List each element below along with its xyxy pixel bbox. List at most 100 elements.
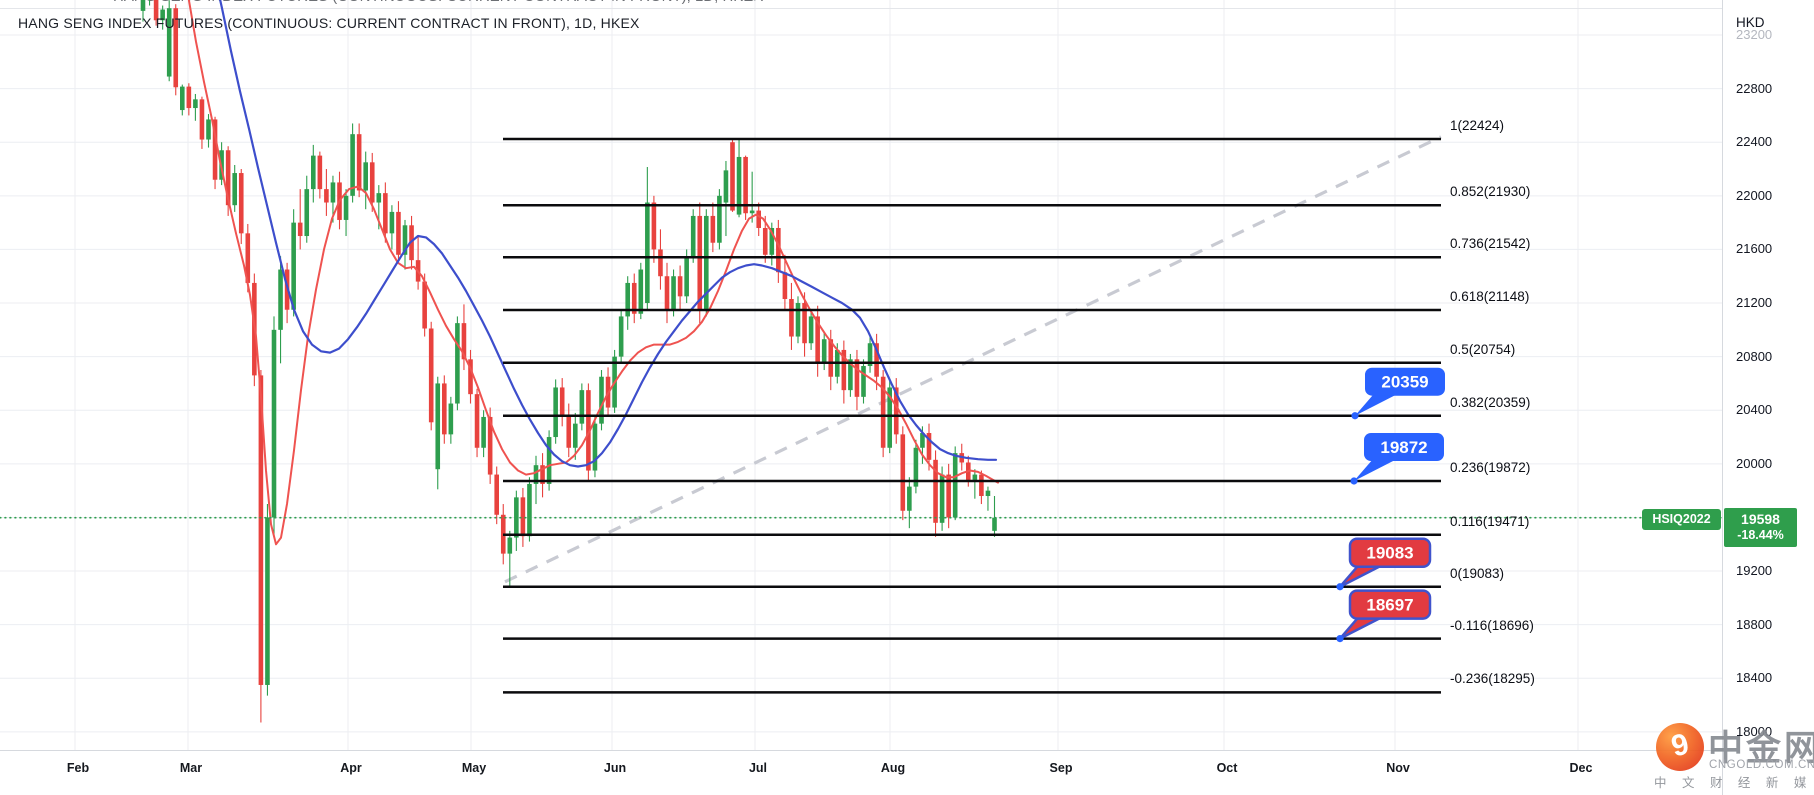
candle-up xyxy=(671,276,676,310)
candle-up xyxy=(618,316,624,357)
candle-up xyxy=(330,182,336,203)
candle-up xyxy=(389,211,395,234)
candle-up xyxy=(278,269,283,330)
time-axis-month-label: Jul xyxy=(748,761,768,775)
candle-up xyxy=(749,210,755,214)
candle-up xyxy=(271,329,277,518)
time-axis-month-label: Jun xyxy=(603,761,627,775)
callout-price-text: 18697 xyxy=(1366,596,1413,615)
candle-up xyxy=(291,222,296,310)
candle-down xyxy=(494,474,499,515)
price-callout[interactable]: 18697 xyxy=(1336,589,1432,643)
candle-down xyxy=(841,349,847,391)
fib-level-label: -0.236(18295) xyxy=(1450,671,1535,687)
candle-up xyxy=(861,366,866,397)
candle-down xyxy=(710,215,716,243)
callout-anchor-dot[interactable] xyxy=(1336,634,1344,643)
watermark-site-name: 中金网 xyxy=(1708,729,1814,768)
candlestick-chart-canvas[interactable]: 20359 19872 19083 18697 xyxy=(0,0,1722,795)
candle-down xyxy=(743,156,748,214)
candle-down xyxy=(658,249,663,277)
candle-down xyxy=(520,497,526,537)
time-axis-month-label: Feb xyxy=(66,761,90,775)
candle-down xyxy=(474,394,480,448)
ma-fast-line xyxy=(187,0,999,546)
fib-level-label: 0.5(20754) xyxy=(1450,341,1516,357)
candle-down xyxy=(428,328,434,423)
candle-down xyxy=(893,387,899,435)
candle-up xyxy=(913,447,919,487)
candle-up xyxy=(638,269,644,314)
candle-down xyxy=(926,433,932,460)
candle-up xyxy=(939,474,945,523)
candle-down xyxy=(153,0,159,21)
candle-up xyxy=(867,343,873,367)
fib-trendline[interactable] xyxy=(504,135,1442,584)
candle-down xyxy=(651,202,657,250)
symbol-badge: HSIQ2022 xyxy=(1642,509,1721,530)
time-axis-month-label: May xyxy=(461,761,487,775)
candle-up xyxy=(265,517,270,685)
callout-anchor-dot[interactable] xyxy=(1336,583,1344,591)
candle-down xyxy=(631,282,637,314)
candle-up xyxy=(350,134,355,196)
price-axis-label: 18000 xyxy=(1736,723,1773,739)
price-callout[interactable]: 19872 xyxy=(1350,432,1444,485)
candle-up xyxy=(507,537,513,554)
candle-up xyxy=(435,383,441,470)
candle-down xyxy=(854,359,860,397)
price-axis-label: 18800 xyxy=(1736,616,1773,632)
price-callout[interactable]: 19083 xyxy=(1336,537,1432,591)
candle-down xyxy=(199,99,205,140)
candle-up xyxy=(363,162,368,191)
chart-title: HANG SENG INDEX FUTURES (CONTINUOUS: CUR… xyxy=(18,15,640,31)
time-axis-month-label: Nov xyxy=(1386,761,1410,775)
candle-up xyxy=(527,483,532,537)
currency-label: HKD xyxy=(1736,15,1765,30)
callout-anchor-dot[interactable] xyxy=(1351,412,1359,420)
price-axis-label: 22000 xyxy=(1736,187,1773,203)
price-axis-label: 23200 xyxy=(1736,27,1773,42)
candle-up xyxy=(343,195,349,220)
candle-up xyxy=(821,339,827,364)
candle-up xyxy=(232,173,237,206)
candle-up xyxy=(376,193,382,203)
candle-down xyxy=(245,233,251,283)
fib-level-label: 0.382(20359) xyxy=(1450,394,1531,410)
price-callout[interactable]: 20359 xyxy=(1351,367,1445,420)
candle-down xyxy=(677,276,683,297)
candle-up xyxy=(985,490,991,497)
callout-anchor-dot[interactable] xyxy=(1350,477,1358,485)
fib-level-label: 0.852(21930) xyxy=(1450,184,1531,200)
price-axis-label: 18400 xyxy=(1736,670,1773,686)
candle-down xyxy=(933,459,938,523)
callout-price-text: 19872 xyxy=(1380,438,1427,457)
price-axis-label: 22800 xyxy=(1736,80,1773,96)
candle-down xyxy=(789,299,794,337)
candle-up xyxy=(481,416,486,448)
watermark-domain: CNGOLD.COM.CN xyxy=(1709,759,1814,771)
candle-down xyxy=(238,173,244,234)
candle-up xyxy=(304,189,310,237)
candle-down xyxy=(369,162,375,203)
candle-down xyxy=(487,416,493,475)
price-axis-label: 22400 xyxy=(1736,134,1773,150)
price-axis[interactable]: HKD 23200 22800 22400 22000 21600 21200 20800 2… xyxy=(1722,0,1814,795)
price-axis-label: 19200 xyxy=(1736,563,1773,579)
candle-up xyxy=(769,227,775,255)
time-axis[interactable]: Feb Mar Apr May Jun Jul Aug Sep Oct Nov Dec xyxy=(0,750,1722,795)
candle-down xyxy=(173,8,179,88)
clipped-header-text: HANG SENG INDEX FUTURES (CONTINUOUS: CUR… xyxy=(113,0,793,6)
candle-down xyxy=(422,281,427,329)
candle-down xyxy=(468,359,473,395)
candle-down xyxy=(356,134,362,191)
last-price-badge: 19598 -18.44% xyxy=(1724,508,1797,547)
price-axis-label: 20400 xyxy=(1736,402,1773,418)
candle-up xyxy=(992,517,997,531)
callout-price-text: 19083 xyxy=(1366,544,1413,563)
candle-down xyxy=(730,142,735,211)
candle-down xyxy=(540,465,545,484)
candle-down xyxy=(324,189,329,203)
fib-level-label: -0.116(18696) xyxy=(1450,617,1534,633)
candle-down xyxy=(874,343,879,377)
